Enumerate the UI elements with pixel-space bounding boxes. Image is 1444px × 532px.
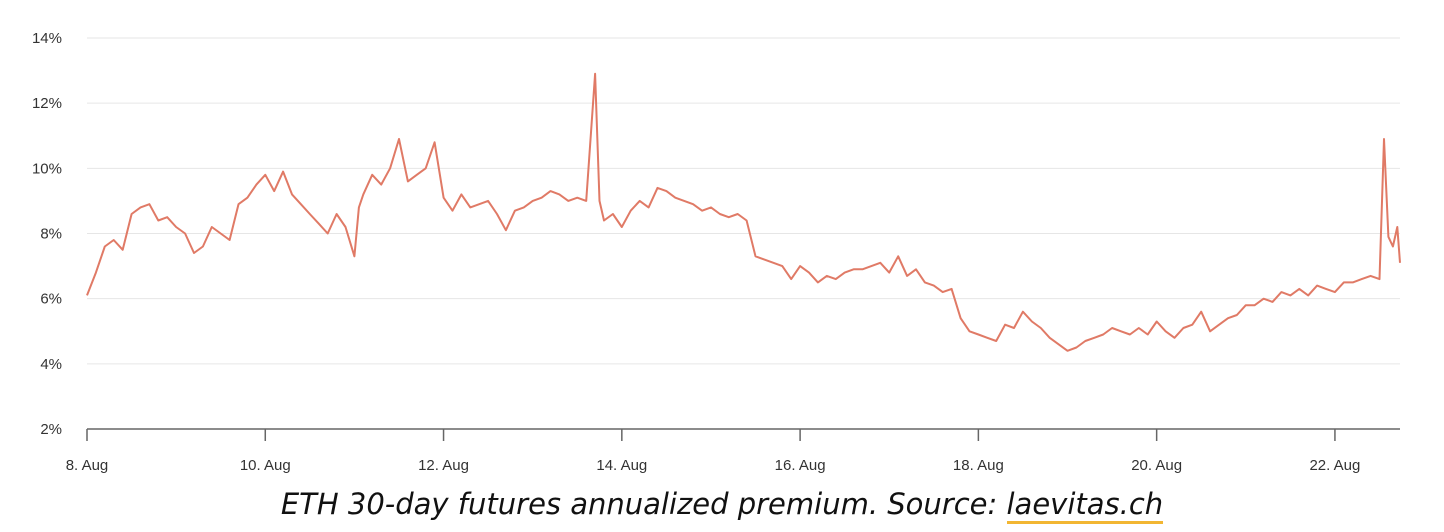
series-line xyxy=(86,72,1401,352)
y-tick-label: 4% xyxy=(40,356,62,373)
grid xyxy=(87,37,1400,365)
series xyxy=(86,72,1401,352)
source-link[interactable]: laevitas.ch xyxy=(1006,487,1164,524)
chart-caption: ETH 30-day futures annualized premium. S… xyxy=(0,487,1444,524)
chart: 2% 4% 6% 8% 10% 12% 14% 8. Aug 10. Aug 12. Aug 14… xyxy=(32,30,1401,474)
x-tick-label: 18. Aug xyxy=(953,457,1004,474)
y-tick-label: 6% xyxy=(40,291,62,308)
y-tick-label: 2% xyxy=(40,421,62,438)
y-tick-label: 8% xyxy=(40,226,62,243)
caption-text: ETH 30-day futures annualized premium. S… xyxy=(280,487,1007,521)
x-tick-label: 14. Aug xyxy=(596,457,647,474)
x-tick-label: 22. Aug xyxy=(1309,457,1360,474)
y-tick-label: 12% xyxy=(32,95,62,112)
y-tick-label: 14% xyxy=(32,30,62,47)
y-axis: 2% 4% 6% 8% 10% 12% 14% xyxy=(32,30,62,438)
x-tick-label: 12. Aug xyxy=(418,457,469,474)
x-axis: 8. Aug 10. Aug 12. Aug 14. Aug 16. Aug 18. Au… xyxy=(66,429,1360,474)
x-tick-label: 20. Aug xyxy=(1131,457,1182,474)
x-tick-label: 8. Aug xyxy=(66,457,109,474)
y-tick-label: 10% xyxy=(32,160,62,177)
x-tick-label: 10. Aug xyxy=(240,457,291,474)
x-tick-label: 16. Aug xyxy=(775,457,826,474)
